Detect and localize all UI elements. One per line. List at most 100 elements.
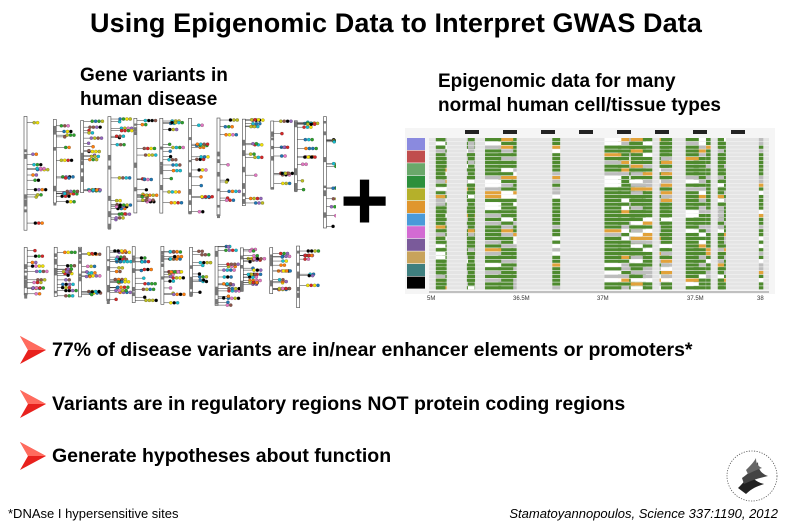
track-row [429, 176, 769, 180]
signal-block [552, 282, 561, 286]
chromosome-band [160, 257, 164, 263]
signal-block [485, 164, 502, 168]
signal-block [498, 274, 514, 278]
signal-block [717, 153, 724, 157]
variant-dot [94, 274, 99, 278]
signal-block [617, 282, 635, 286]
signal-block [660, 229, 673, 233]
signal-block [693, 179, 706, 183]
footnote: *DNAse I hypersensitive sites [8, 506, 179, 521]
variant-dot [91, 188, 96, 192]
variant-dot [146, 177, 150, 182]
track-row [429, 248, 769, 252]
variant-dot [34, 286, 39, 290]
variant-dot [284, 259, 289, 263]
signal-block [641, 248, 653, 252]
signal-block [717, 267, 724, 271]
signal-block [693, 259, 706, 263]
signal-block [435, 214, 446, 218]
variant-dot [224, 133, 228, 137]
signal-block [706, 183, 711, 187]
variant-dot [123, 128, 127, 133]
signal-block [604, 274, 622, 278]
signal-block [435, 229, 446, 233]
signal-block [693, 233, 706, 237]
variant-dot [256, 118, 261, 122]
variant-dot [88, 125, 92, 129]
chromosome-band [107, 211, 111, 218]
signal-block [660, 225, 673, 229]
variant-dot [195, 157, 199, 162]
chromosome-band [54, 267, 58, 273]
chromosome-band [189, 286, 193, 290]
variant-dot [332, 140, 336, 144]
variant-dot [233, 296, 237, 300]
variant-dot [63, 124, 67, 128]
signal-block [630, 191, 643, 195]
signal-block [630, 206, 643, 210]
signal-block [717, 221, 724, 225]
variant-dot [168, 286, 173, 290]
signal-block [717, 255, 724, 259]
variant-dot [34, 292, 38, 296]
variant-dot [197, 275, 202, 279]
signal-block [685, 259, 699, 263]
signal-block [630, 229, 643, 233]
signal-block [467, 274, 475, 278]
track-row [429, 160, 769, 164]
signal-block [706, 195, 711, 199]
signal-block [604, 217, 622, 221]
signal-block [641, 240, 653, 244]
cell-type-label-swatch [407, 251, 425, 264]
variant-dot [303, 253, 308, 258]
signal-block [641, 244, 653, 248]
variant-dot [314, 146, 318, 151]
signal-block [511, 229, 517, 233]
variant-dot [175, 301, 180, 305]
variant-dot [90, 119, 94, 123]
signal-block [706, 240, 711, 244]
signal-block [498, 255, 514, 259]
signal-block [641, 168, 653, 172]
variant-dot [67, 282, 72, 287]
variant-dot [143, 295, 147, 299]
signal-block [485, 244, 502, 248]
variant-dot [99, 136, 104, 140]
variant-dot [64, 282, 68, 287]
variant-dot [167, 158, 171, 162]
variant-dot [301, 162, 305, 166]
signal-block [706, 221, 711, 225]
signal-block [498, 160, 514, 164]
variant-dot [168, 249, 172, 254]
signal-block [630, 153, 643, 157]
chromosome-band [188, 211, 192, 215]
variant-dot [170, 158, 175, 162]
signal-block [693, 195, 706, 199]
signal-block [693, 248, 706, 252]
variant-dot [63, 145, 68, 150]
signal-block [435, 206, 446, 210]
signal-block [693, 236, 706, 240]
variant-dot [87, 148, 91, 153]
chromosome-band [78, 273, 82, 277]
signal-block [617, 176, 635, 180]
variant-dot [256, 155, 261, 160]
chromosome-band [160, 263, 164, 267]
signal-block [604, 138, 622, 142]
signal-block [467, 244, 475, 248]
chromosome-band [270, 187, 274, 190]
bullet-text: Variants are in regulatory regions NOT p… [52, 392, 626, 415]
variant-dot [228, 198, 232, 202]
signal-block [641, 191, 653, 195]
variant-dot [255, 257, 260, 261]
signal-block [758, 225, 764, 229]
variant-dot [119, 249, 124, 253]
variant-dot [207, 195, 211, 199]
variant-dot [222, 282, 226, 286]
signal-block [511, 168, 517, 172]
signal-block [630, 274, 643, 278]
variant-dot [232, 268, 236, 272]
signal-block [467, 278, 475, 282]
signal-block [685, 145, 699, 149]
signal-block [641, 138, 653, 142]
